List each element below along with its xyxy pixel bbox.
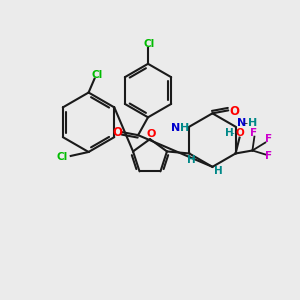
- Text: O: O: [146, 129, 155, 139]
- Text: H: H: [187, 155, 196, 165]
- Text: Cl: Cl: [92, 70, 103, 80]
- Text: -: -: [231, 128, 234, 138]
- Text: H: H: [248, 118, 258, 128]
- Text: N: N: [171, 123, 181, 133]
- Text: F: F: [265, 152, 272, 161]
- Text: H: H: [214, 166, 223, 176]
- Text: N: N: [237, 118, 246, 128]
- Text: Cl: Cl: [57, 152, 68, 162]
- Text: Cl: Cl: [143, 39, 154, 49]
- Text: -: -: [244, 118, 248, 128]
- Text: O: O: [236, 128, 244, 138]
- Text: F: F: [250, 128, 258, 138]
- Text: H: H: [225, 128, 233, 138]
- Text: O: O: [112, 126, 122, 139]
- Text: F: F: [265, 134, 272, 144]
- Text: H: H: [180, 123, 190, 133]
- Text: O: O: [229, 105, 239, 118]
